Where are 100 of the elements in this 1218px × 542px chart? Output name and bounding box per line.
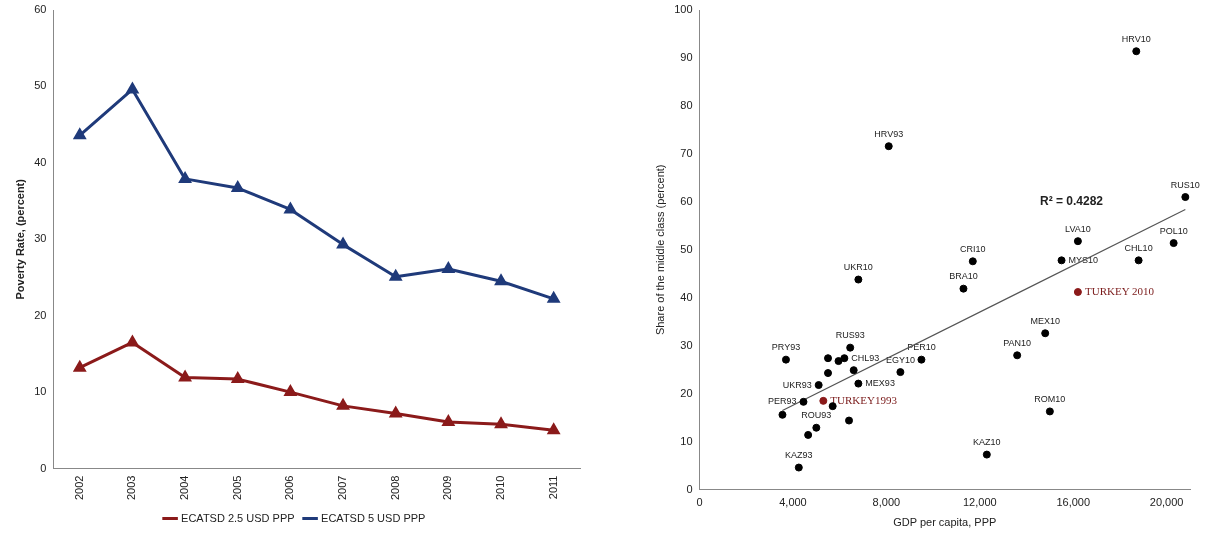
annotation: R² = 0.4282 [1040,194,1104,209]
point [794,463,803,472]
point [442,262,455,274]
point [849,366,858,375]
x-tick-label: 12,000 [962,496,997,509]
y-tick-label: 50 [34,79,47,92]
annotation: POL10 [1159,225,1188,236]
x-tick-label: 2005 [230,475,243,501]
point [495,417,507,429]
x-tick-label: 0 [696,496,703,509]
point [854,275,863,284]
point [1045,407,1054,416]
y-tick-label: 0 [40,461,47,474]
annotation: HRV10 [1121,33,1151,44]
x-tick-label: 8,000 [872,496,901,509]
y-axis-title: Share of the middle class (percent) [653,164,666,336]
annotation: CRI10 [960,243,986,254]
point [804,430,813,439]
annotation: PRY93 [771,342,801,353]
y-tick-label: 40 [680,290,693,303]
annotation: RUS10 [1170,179,1200,190]
point [778,410,787,419]
point [781,355,790,364]
legend-label: ECATSD 5 USD PPP [321,511,426,524]
point [547,423,560,435]
point [845,416,854,425]
x-tick-label: 2010 [494,475,507,501]
point [231,181,244,193]
point [799,397,808,406]
x-tick-label: 4,000 [779,496,807,509]
point [495,274,507,286]
y-tick-label: 70 [680,146,693,159]
point [442,415,455,426]
point [854,379,863,388]
annotation: MEX93 [865,378,895,389]
point [231,372,244,384]
point [1132,47,1141,56]
point [824,369,832,378]
x-tick-label: 2002 [72,475,85,501]
y-tick-label: 50 [680,242,693,255]
y-tick-label: 90 [680,50,693,63]
x-tick-label: 2007 [336,475,349,501]
x-tick-label: 2011 [546,475,559,500]
annotation: HRV93 [874,128,904,139]
point [179,172,191,183]
annotation: MEX10 [1030,315,1060,326]
annotation: CHL93 [851,352,880,363]
point [982,450,991,459]
annotation: TURKEY1993 [830,393,898,406]
point [73,128,86,140]
point [814,381,823,390]
annotation: PER93 [767,396,797,407]
y-tick-label: 40 [34,155,47,168]
point [1073,288,1082,297]
point [1181,193,1190,202]
point [968,257,977,266]
annotation: KAZ93 [785,450,813,461]
point [840,354,849,363]
annotation: CHL10 [1124,242,1153,253]
annotation: PER10 [907,342,936,353]
point [824,354,832,363]
y-tick-label: 60 [680,194,693,207]
point [1169,239,1178,248]
y-tick-label: 100 [674,3,693,16]
y-tick-label: 10 [680,434,693,447]
point [1134,256,1143,265]
annotation: PAN10 [1003,337,1032,348]
x-tick-label: 2008 [388,475,401,501]
x-tick-label: 2003 [125,475,138,501]
point [126,82,139,94]
y-tick-label: 80 [680,98,693,111]
y-tick-label: 20 [680,386,693,399]
point [1073,237,1082,246]
x-tick-label: 2006 [283,475,296,501]
point [846,343,855,352]
annotation: TURKEY 2010 [1085,284,1155,297]
annotation: ROM10 [1034,393,1066,404]
point [284,202,297,214]
annotation: RUS93 [835,330,865,341]
annotation: BRA10 [949,271,978,282]
y-tick-label: 30 [34,232,47,245]
annotation: KAZ10 [973,437,1001,448]
point [284,385,297,397]
x-tick-label: 16,000 [1056,496,1091,509]
y-tick-label: 30 [680,338,693,351]
point [884,142,893,151]
y-tick-label: 10 [34,385,47,398]
point [126,335,139,347]
x-tick-label: 20,000 [1149,496,1184,509]
annotation: LVA10 [1065,223,1091,234]
point [819,396,828,405]
x-axis-title: GDP per capita, PPP [893,516,997,529]
annotation: UKR93 [782,379,812,390]
y-tick-label: 20 [34,308,47,321]
legend-label: ECATSD 2.5 USD PPP [181,511,295,524]
point [812,423,821,432]
point [1013,351,1022,360]
point [896,368,905,377]
point [1057,256,1066,265]
annotation: ROU93 [801,410,832,421]
